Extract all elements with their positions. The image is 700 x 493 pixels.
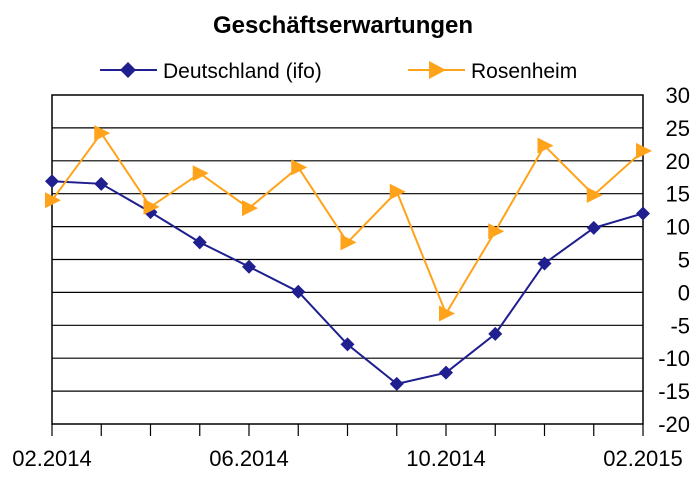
data-point-0 (45, 174, 59, 189)
y-tick-label: 20 (666, 149, 690, 174)
y-tick-label: -10 (658, 346, 690, 371)
y-tick-label: 25 (666, 116, 690, 141)
data-point-0 (537, 256, 552, 271)
data-point-1 (242, 200, 258, 217)
legend-label-deutschland: Deutschland (ifo) (163, 60, 322, 83)
legend-marker-deutschland (120, 62, 136, 78)
y-tick-label: 5 (678, 248, 690, 273)
y-tick-label: 30 (666, 83, 690, 108)
y-axis-labels: 30 25 20 15 10 5 0 -5 -10 -15 -20 (658, 83, 690, 437)
data-point-0 (636, 206, 650, 221)
data-point-1 (586, 187, 603, 204)
data-point-0 (389, 376, 404, 391)
x-axis-labels: 02.2014 06.2014 10.2014 02.2015 (12, 446, 683, 471)
y-tick-label: -15 (658, 379, 690, 404)
x-tick-label: 02.2015 (603, 446, 683, 471)
data-point-1 (192, 165, 209, 182)
data-point-0 (586, 220, 601, 235)
data-point-0 (488, 326, 503, 341)
y-tick-label: -5 (670, 313, 690, 338)
y-tick-label: -20 (658, 412, 690, 437)
series-layer (45, 125, 652, 391)
data-point-1 (439, 305, 455, 322)
data-point-1 (488, 223, 505, 240)
data-point-1 (45, 192, 61, 209)
data-point-1 (94, 125, 111, 142)
data-point-1 (340, 234, 357, 251)
data-point-0 (291, 284, 306, 299)
data-point-1 (636, 142, 652, 159)
data-point-0 (439, 365, 453, 380)
y-tick-label: 10 (666, 215, 690, 240)
chart-title: Geschäftserwartungen (213, 12, 473, 39)
series-line-0 (51, 180, 644, 385)
x-tick-label: 06.2014 (209, 446, 289, 471)
data-point-1 (389, 183, 406, 200)
gridlines (52, 127, 643, 392)
plot-area-border (51, 94, 644, 425)
data-point-0 (192, 235, 207, 250)
y-tick-label: 15 (666, 182, 690, 207)
data-point-0 (340, 337, 355, 352)
legend-marker-rosenheim (429, 61, 446, 79)
x-tick-label: 10.2014 (406, 446, 486, 471)
data-point-0 (94, 176, 109, 191)
data-point-0 (242, 259, 256, 274)
x-axis-ticks (51, 424, 644, 436)
data-point-1 (291, 159, 308, 176)
y-tick-label: 0 (678, 280, 690, 305)
data-point-1 (143, 198, 160, 215)
legend: Deutschland (ifo) Rosenheim (100, 60, 577, 83)
legend-label-rosenheim: Rosenheim (471, 60, 577, 83)
data-point-1 (537, 137, 554, 154)
x-tick-label: 02.2014 (12, 446, 92, 471)
